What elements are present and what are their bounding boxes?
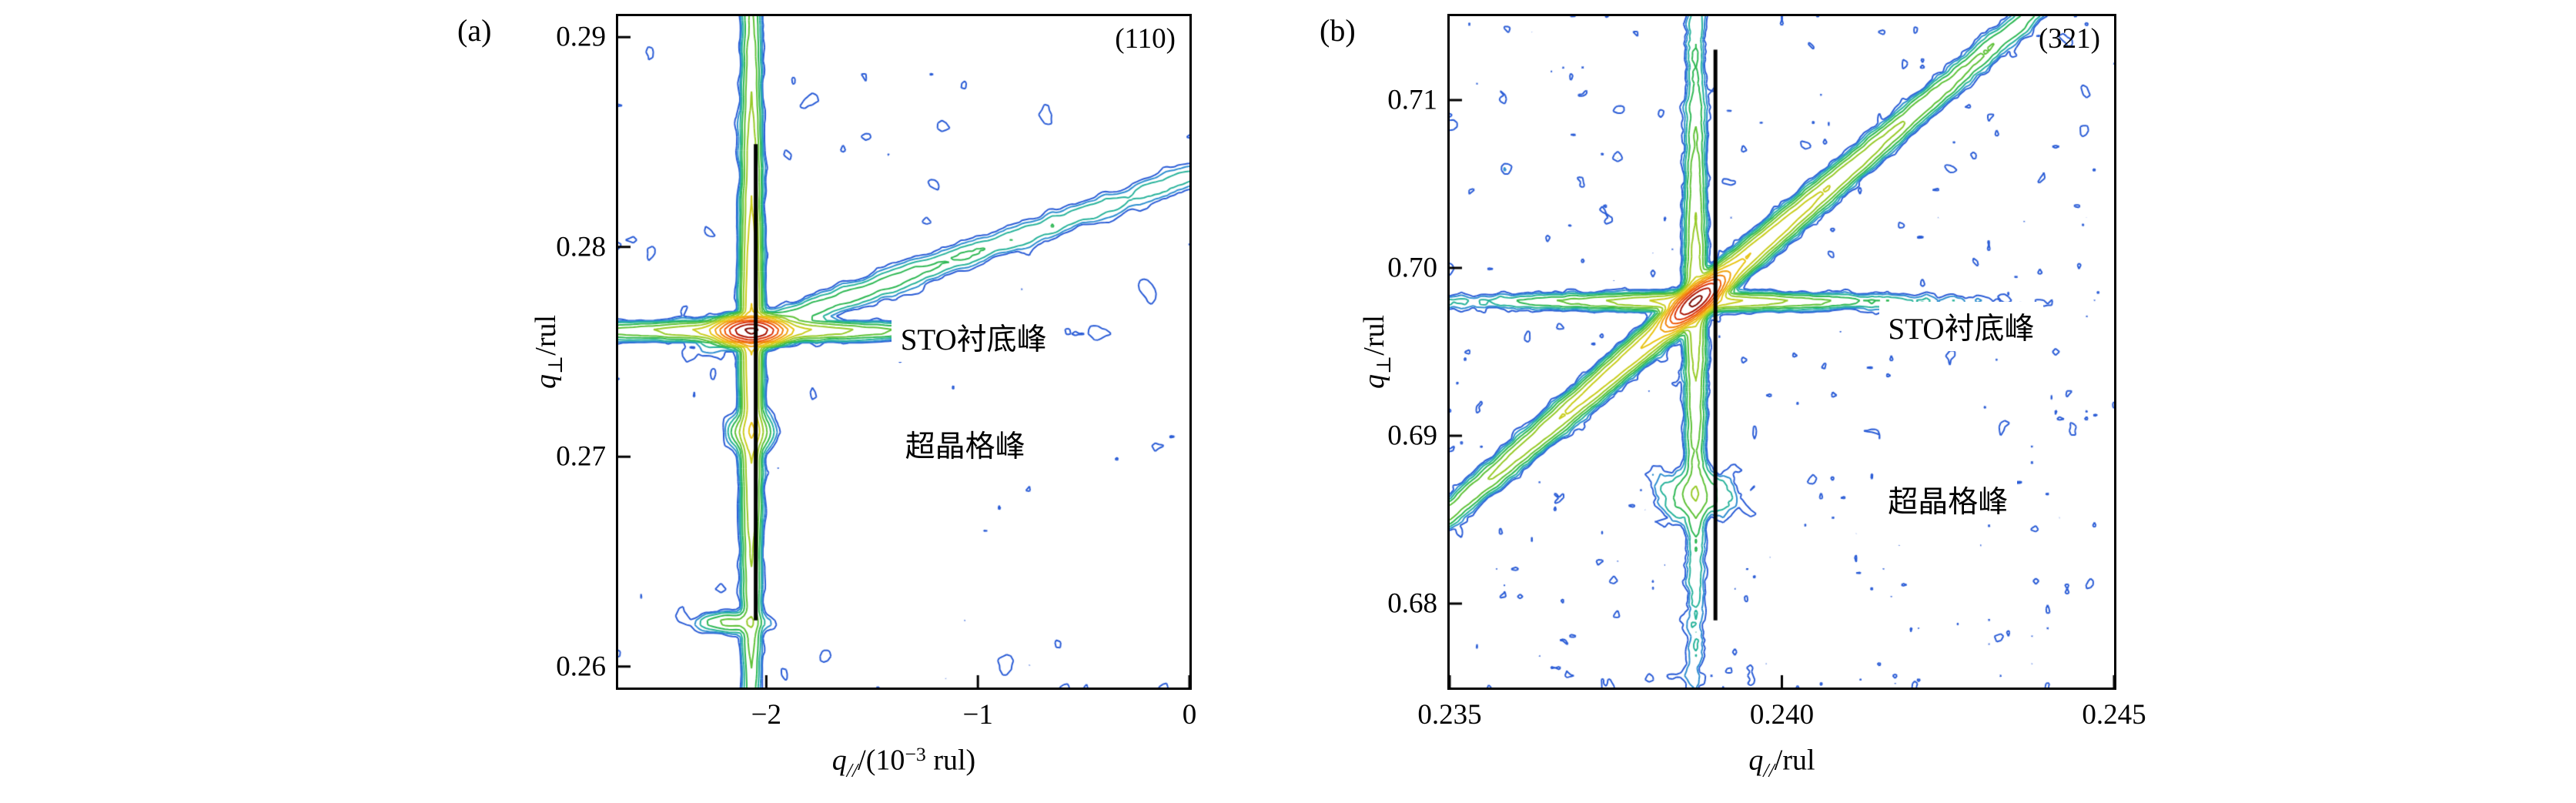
x-axis-units-tail: rul) [925, 744, 976, 777]
y-axis-subscript: ⊥ [544, 355, 567, 375]
y-tick-label: 0.28 [556, 231, 606, 263]
y-axis-variable: q [529, 374, 562, 390]
x-tick-label: 0.240 [1749, 699, 1815, 731]
y-tick-label: 0.71 [1387, 84, 1437, 116]
x-axis-variable: q [831, 744, 847, 777]
plot-area-a: (110) q///(10−3 rul) −2 −1 0 0.26 0.27 0.28 0.… [556, 14, 1196, 781]
x-axis-units: /(10 [858, 744, 905, 777]
x-tick-label: −1 [962, 699, 993, 731]
x-axis-variable: q [1748, 744, 1764, 777]
y-tick-label: 0.29 [556, 21, 606, 53]
panel-letter-b: (b) [1320, 13, 1356, 48]
y-axis-variable: q [1357, 374, 1390, 390]
superlattice-peak-label: 超晶格峰 [1878, 474, 2018, 524]
plot-area-b: (321) q///rul 0.235 0.240 0.245 0.68 0.69 0.7… [1387, 14, 2146, 781]
x-axis-label-a: q///(10−3 rul) [832, 743, 975, 782]
y-axis-subscript: ⊥ [1373, 355, 1396, 375]
sto-substrate-peak-label: STO衬底峰 [1878, 302, 2044, 352]
y-tick-label: 0.26 [556, 651, 606, 683]
y-axis-label-a: q⊥/rul [529, 315, 567, 389]
x-tick-label: −2 [751, 699, 782, 731]
reflection-label-b: (321) [2038, 23, 2100, 55]
superlattice-peak-label: 超晶格峰 [895, 419, 1035, 469]
x-axis-label-b: q///rul [1748, 743, 1815, 782]
x-axis-exponent: −3 [905, 743, 926, 765]
y-tick-label: 0.70 [1387, 252, 1437, 284]
y-tick-label: 0.68 [1387, 587, 1437, 620]
x-axis-subscript: // [846, 758, 858, 781]
panel-letter-a: (a) [457, 13, 492, 48]
x-tick-label: 0 [1182, 699, 1197, 731]
x-axis-units: /rul [1774, 744, 1815, 777]
y-tick-label: 0.27 [556, 440, 606, 473]
contour-canvas-b [1450, 16, 2114, 688]
y-axis-label-b: q⊥/rul [1357, 315, 1396, 389]
sto-substrate-peak-label: STO衬底峰 [891, 312, 1056, 362]
y-axis-units: /rul [1357, 314, 1390, 356]
y-tick-label: 0.69 [1387, 420, 1437, 452]
y-axis-units: /rul [529, 314, 562, 356]
x-tick-label: 0.245 [2082, 699, 2146, 731]
reflection-label-a: (110) [1115, 23, 1176, 55]
x-tick-label: 0.235 [1417, 699, 1482, 731]
x-axis-subscript: // [1763, 758, 1775, 781]
